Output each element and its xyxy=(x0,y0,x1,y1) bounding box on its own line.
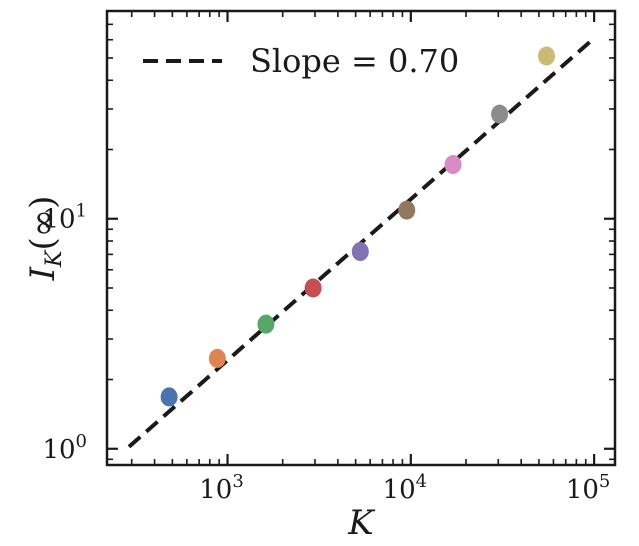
legend: Slope = 0.70 xyxy=(143,42,459,80)
data-point xyxy=(538,46,556,66)
x-tick-label: 103 xyxy=(199,471,244,505)
data-point xyxy=(491,104,509,124)
y-tick-label: 100 xyxy=(42,431,87,465)
x-axis-label: K xyxy=(347,503,376,543)
plot-frame xyxy=(105,9,617,467)
data-point xyxy=(160,387,178,407)
x-tick-label: 104 xyxy=(383,471,428,505)
data-point xyxy=(444,155,462,175)
data-point xyxy=(351,242,369,262)
y-axis-label: IK(∞) xyxy=(23,196,67,282)
data-point xyxy=(208,348,226,368)
legend-label: Slope = 0.70 xyxy=(250,42,459,80)
tick-labels: 103 104 105 100 101 xyxy=(42,201,610,505)
x-tick-label: 105 xyxy=(566,471,611,505)
data-point xyxy=(304,278,322,298)
data-point xyxy=(257,314,275,334)
data-point xyxy=(398,200,416,220)
y-tick-label: 101 xyxy=(42,201,87,235)
axis-ticks xyxy=(107,10,615,465)
data-points xyxy=(160,46,556,407)
